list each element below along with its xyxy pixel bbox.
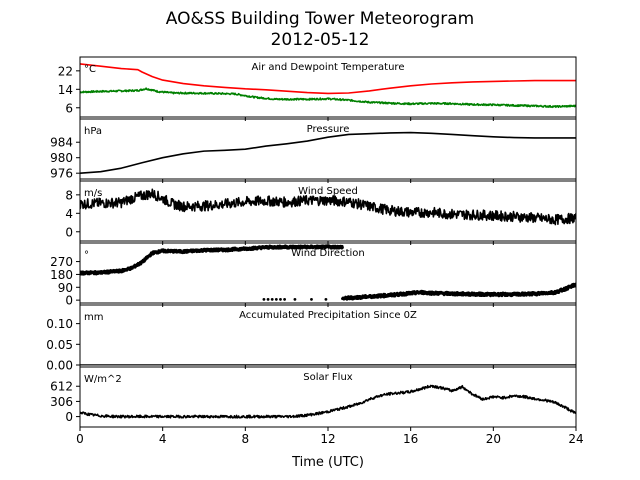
x-tick-label: 8 [242,432,250,446]
y-tick-label: 180 [50,268,73,282]
y-tick-label: 8 [65,188,73,202]
series-wind_dir-2 [262,298,328,301]
x-tick-label: 20 [486,432,501,446]
y-tick-label: 6 [65,101,73,115]
data-point [279,298,282,301]
y-tick-label: 0 [65,225,73,239]
x-tick-label: 12 [320,432,335,446]
series-line-solar-0 [80,384,576,419]
data-point [274,298,278,301]
panel-title: Wind Direction [291,248,365,259]
x-tick-label: 16 [403,432,418,446]
series-wind_dir-1 [341,282,576,301]
data-point [293,298,297,301]
panel-title: Air and Dewpoint Temperature [252,62,405,73]
y-tick-label: 14 [58,83,73,97]
y-tick-label: 22 [58,64,73,78]
y-tick-label: 0 [65,410,73,424]
y-tick-label: 270 [50,255,73,269]
panel-temp: 6 14 22 °C Air and Dewpoint Temperature [58,56,577,121]
y-tick-label: 0.05 [46,338,73,352]
panel-unit: °C [84,64,96,75]
x-tick-label: 4 [159,432,167,446]
data-point [262,298,266,301]
plot-area [80,131,576,174]
series-line-wind_speed-0 [80,188,576,226]
plot-area [80,63,576,109]
data-point [283,298,286,301]
x-tick-label: 24 [568,432,583,446]
x-axis: 0 4 8 12 16 20 24 [76,432,583,446]
data-point [266,298,270,301]
y-tick-label: 0 [65,294,73,308]
plot-area [80,188,576,226]
data-point [270,298,274,301]
chart-subtitle: 2012-05-12 [271,30,370,50]
y-tick-label: 976 [50,167,73,181]
panel-precip: 0.00 0.05 0.10 mm Accumulated Precipitation … [46,304,577,373]
y-tick-label: 984 [50,136,73,150]
data-point [341,246,344,249]
panel-title: Accumulated Precipitation Since 0Z [239,310,417,321]
plot-area [80,384,576,419]
panel-title: Solar Flux [303,372,353,383]
chart-title: AO&SS Building Tower Meteorogram [166,9,474,29]
y-tick-label: 980 [50,151,73,165]
panel-unit: hPa [84,126,102,137]
series-line-temp-0 [80,63,576,95]
y-tick-label: 0.00 [46,359,73,373]
series-wind_dir-0 [80,244,344,276]
data-point [310,298,313,301]
x-tick-label: 0 [76,432,84,446]
panel-unit: m/s [84,188,102,199]
series-line-temp-1 [80,87,576,109]
plot-area [80,244,576,301]
panel-title: Wind Speed [298,186,358,197]
y-tick-label: 0.10 [46,317,73,331]
y-tick-label: 4 [65,207,73,221]
x-axis-label: Time (UTC) [291,455,364,470]
panel-group: 6 14 22 °C Air and Dewpoint Temperature 976 98… [46,56,577,431]
series-line-pressure-0 [80,131,576,174]
panel-unit: mm [84,312,103,323]
panel-unit: ° [84,250,89,261]
y-tick-label: 306 [50,395,73,409]
data-point [324,298,328,301]
y-tick-label: 612 [50,380,73,394]
panel-wind_speed: 0 4 8 m/s Wind Speed [65,180,577,245]
panel-title: Pressure [307,124,350,135]
panel-unit: W/m^2 [84,374,122,385]
y-tick-label: 90 [58,281,73,295]
